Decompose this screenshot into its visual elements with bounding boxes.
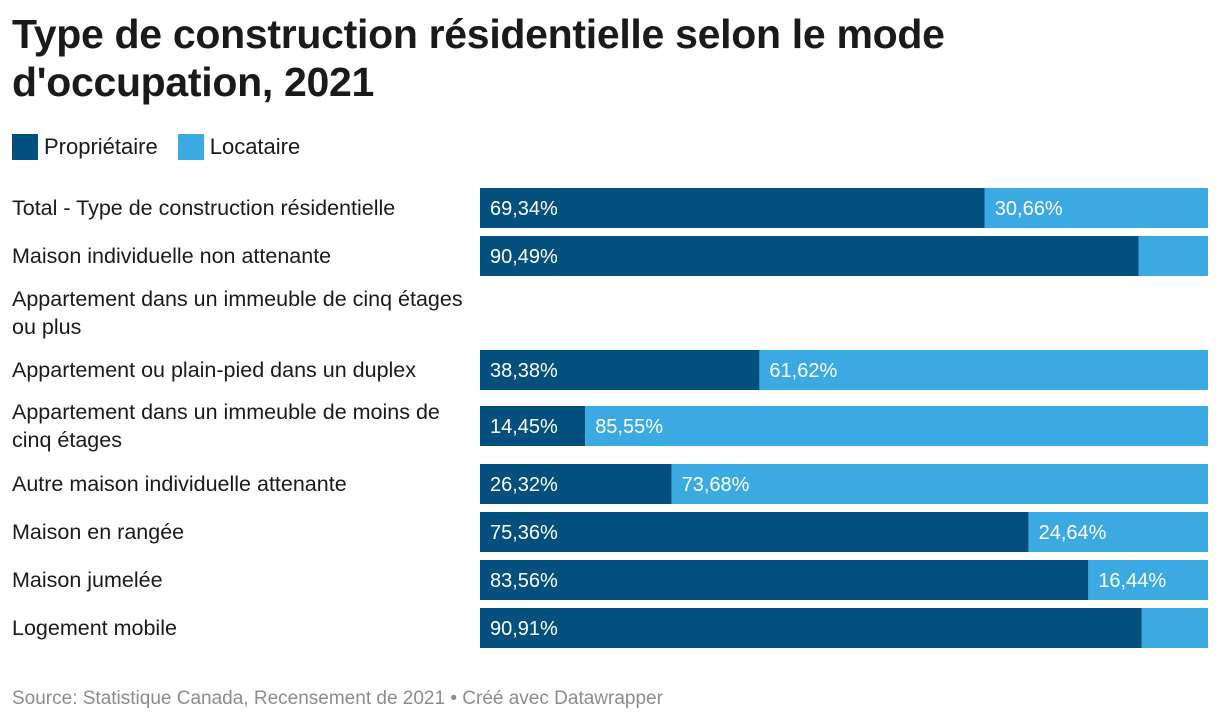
category-label: Logement mobile	[12, 616, 177, 640]
bar-segment-proprietaire	[480, 464, 672, 504]
category-label: Autre maison individuelle attenante	[12, 472, 347, 496]
legend: Propriétaire Locataire	[12, 132, 320, 162]
value-label-proprietaire: 26,32%	[490, 474, 558, 496]
bar-segment-proprietaire	[480, 406, 586, 446]
bar-segment-proprietaire	[480, 560, 1089, 600]
bar-segment-locataire	[759, 350, 1208, 390]
legend-label-locataire: Locataire	[209, 134, 301, 159]
legend-item-proprietaire: Propriétaire	[12, 134, 158, 160]
category-label: Total - Type de construction résidentiel…	[12, 196, 395, 220]
bar-segment-proprietaire	[480, 188, 985, 228]
bar-segment-proprietaire	[480, 608, 1142, 648]
value-label-locataire: 24,64%	[1039, 522, 1107, 544]
legend-swatch-proprietaire	[12, 134, 38, 160]
credit-note: Créé avec Datawrapper	[462, 688, 663, 709]
category-label: Maison en rangée	[12, 520, 184, 544]
value-label-proprietaire: 38,38%	[490, 360, 558, 382]
source-note: Source: Statistique Canada, Recensement …	[12, 688, 446, 709]
value-label-locataire: 30,66%	[995, 198, 1063, 220]
category-label: Appartement dans un immeuble de moins de…	[12, 400, 440, 452]
legend-swatch-locataire	[177, 134, 204, 160]
bar-segment-locataire	[1138, 236, 1208, 276]
category-label: Appartement dans un immeuble de cinq éta…	[12, 287, 463, 339]
bar-segment-proprietaire	[480, 236, 1139, 276]
stacked-bar-chart: Total - Type de construction résidentiel…	[12, 188, 1208, 648]
value-label-proprietaire: 69,34%	[490, 198, 558, 220]
bar-segment-locataire	[984, 188, 1208, 228]
value-label-locataire: 73,68%	[682, 474, 750, 496]
bar-segment-locataire	[1028, 512, 1208, 552]
legend-item-locataire: Locataire	[177, 134, 301, 160]
value-label-proprietaire: 90,49%	[490, 246, 558, 268]
value-label-locataire: 85,55%	[595, 416, 663, 438]
value-label-locataire: 16,44%	[1098, 570, 1166, 592]
value-label-proprietaire: 75,36%	[490, 522, 558, 544]
bar-segment-proprietaire	[480, 350, 760, 390]
bar-segment-locataire	[585, 406, 1208, 446]
footer: Source: Statistique Canada, Recensement …	[12, 688, 663, 710]
category-label: Maison individuelle non attenante	[12, 244, 331, 268]
footer-separator: •	[450, 688, 457, 709]
value-label-proprietaire: 83,56%	[490, 570, 558, 592]
category-label: Maison jumelée	[12, 568, 163, 592]
value-label-locataire: 61,62%	[769, 360, 837, 382]
bar-segment-locataire	[1141, 608, 1208, 648]
legend-label-proprietaire: Propriétaire	[44, 134, 158, 159]
bar-segment-locataire	[671, 464, 1208, 504]
category-label: Appartement ou plain-pied dans un duplex	[12, 358, 416, 382]
value-label-proprietaire: 90,91%	[490, 618, 558, 640]
chart-title: Type de construction résidentielle selon…	[12, 11, 945, 105]
value-label-proprietaire: 14,45%	[490, 416, 558, 438]
bar-segment-proprietaire	[480, 512, 1029, 552]
bar-segment-locataire	[1088, 560, 1208, 600]
